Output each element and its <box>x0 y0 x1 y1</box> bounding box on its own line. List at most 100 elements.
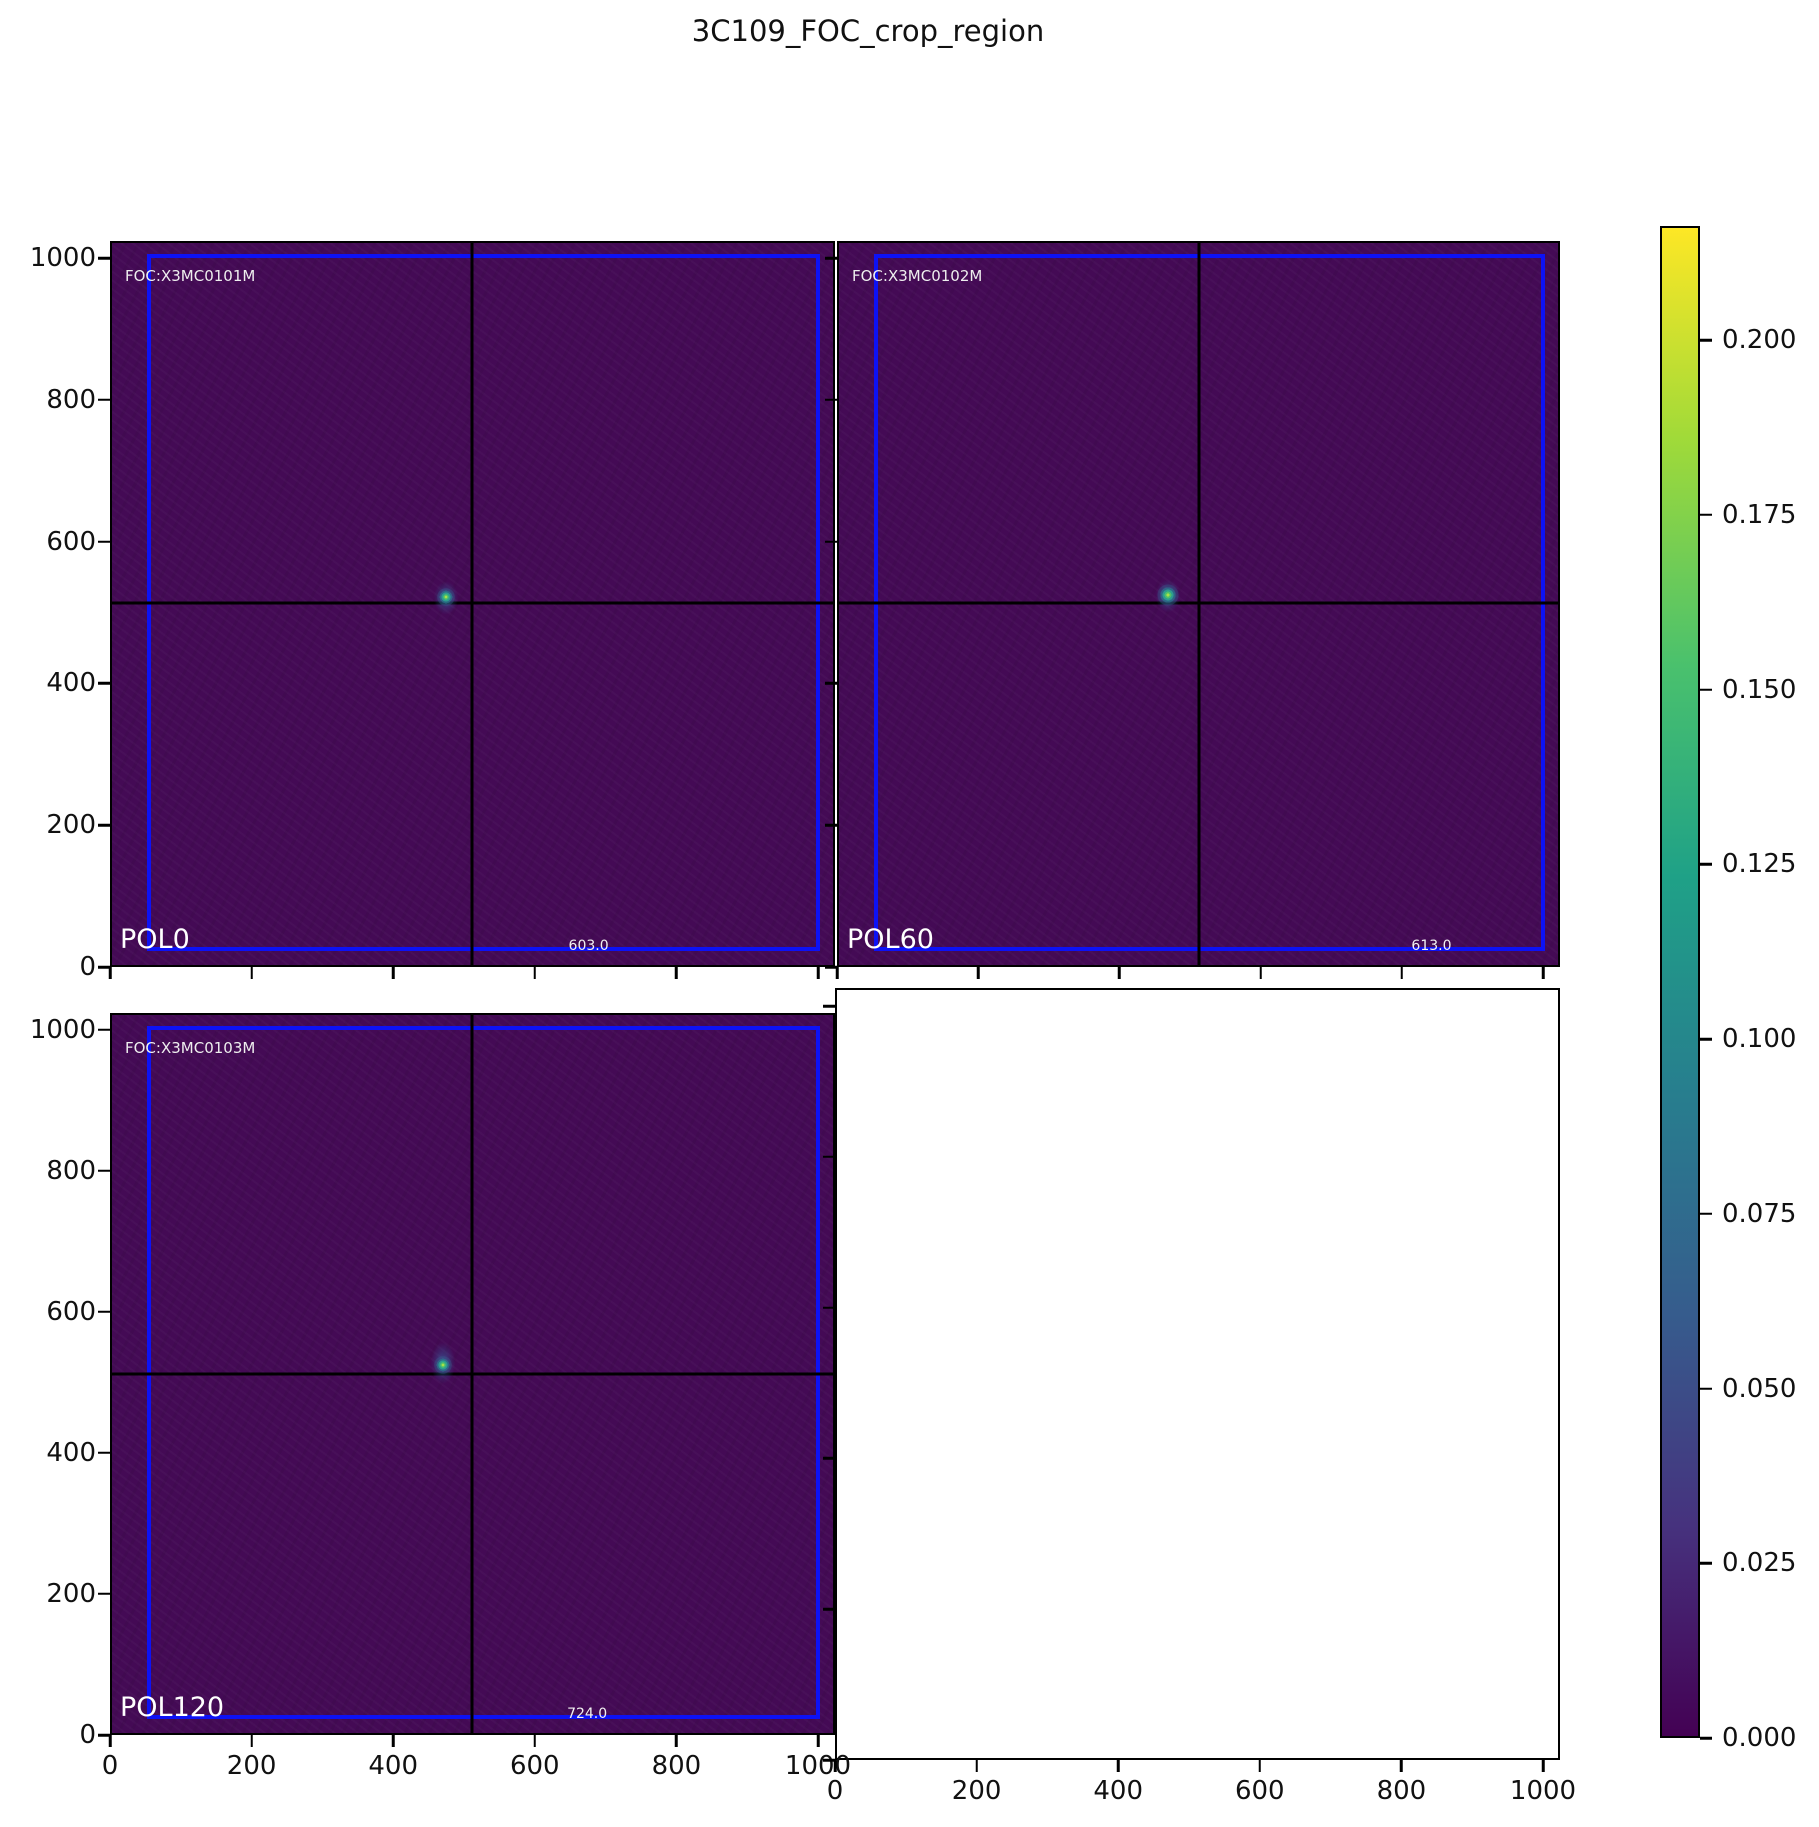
pol-angle-label: POL0 <box>120 924 190 955</box>
colorbar-tick <box>1700 1212 1712 1215</box>
x-tick <box>108 967 112 979</box>
x-tick <box>1116 1760 1120 1772</box>
colorbar-tick-label: 0.050 <box>1722 1373 1797 1404</box>
x-tick <box>1259 967 1262 979</box>
x-tick <box>391 1735 395 1747</box>
y-tick <box>825 256 837 260</box>
colorbar-tick <box>1700 688 1712 691</box>
x-tick-label: 600 <box>509 1751 560 1781</box>
x-tick <box>1258 1760 1262 1772</box>
x-tick <box>833 1760 837 1772</box>
x-tick <box>250 1735 253 1747</box>
x-tick <box>1541 967 1545 979</box>
y-tick-label: 600 <box>46 1296 96 1327</box>
point-source <box>435 586 456 607</box>
y-tick-label: 0 <box>79 952 96 982</box>
pol-angle-label: POL60 <box>847 924 934 955</box>
colorbar-tick-label: 0.075 <box>1722 1198 1797 1229</box>
colorbar-tick <box>1700 1387 1712 1390</box>
y-tick <box>98 256 110 260</box>
y-tick <box>98 1733 110 1737</box>
x-tick <box>816 1735 820 1747</box>
y-tick-label: 1000 <box>29 1014 96 1045</box>
y-tick <box>98 823 110 827</box>
x-tick <box>533 967 537 979</box>
colorbar-tick-label: 0.100 <box>1722 1024 1797 1054</box>
colorbar-tick <box>1700 1037 1712 1041</box>
colorbar-tick-label: 0.175 <box>1722 499 1797 530</box>
colorbar-tick-label: 0.025 <box>1722 1548 1797 1579</box>
colorbar-tick <box>1700 1736 1712 1740</box>
colorbar-tick-label: 0.200 <box>1722 325 1797 355</box>
x-tick <box>816 967 820 979</box>
y-tick <box>823 1306 835 1309</box>
x-tick <box>391 967 395 979</box>
colorbar-tick-label: 0.125 <box>1722 849 1797 880</box>
y-tick <box>825 965 837 969</box>
x-tick <box>1118 967 1121 979</box>
annotation-value-label: 613.0 <box>1411 938 1452 954</box>
y-tick <box>823 1607 835 1611</box>
y-tick-label: 600 <box>46 526 96 557</box>
x-tick-label: 200 <box>226 1751 277 1781</box>
x-tick <box>975 1760 978 1772</box>
y-tick <box>825 682 837 685</box>
y-tick-label: 1000 <box>29 243 96 274</box>
exposure-id-label: FOC:X3MC0102M <box>852 267 983 285</box>
x-tick <box>533 1735 537 1747</box>
colorbar <box>1660 226 1700 1738</box>
y-tick-label: 800 <box>46 1155 96 1186</box>
panel-pol0: FOC:X3MC0101M POL0 603.0 <box>110 241 835 967</box>
x-tick <box>675 1735 678 1747</box>
x-tick-label: 400 <box>368 1751 419 1781</box>
x-tick <box>835 967 839 979</box>
colorbar-tick <box>1700 1562 1712 1565</box>
y-tick <box>825 823 837 827</box>
x-tick <box>976 967 980 979</box>
x-tick-label: 1000 <box>1509 1776 1577 1806</box>
exposure-id-label: FOC:X3MC0101M <box>125 267 256 285</box>
crosshair-horizontal-line <box>112 1372 833 1376</box>
y-tick-label: 200 <box>46 1578 96 1609</box>
y-tick <box>825 398 837 402</box>
crosshair-horizontal-line <box>839 601 1558 605</box>
crop-region-rect <box>146 1025 821 1719</box>
point-source <box>432 1354 453 1375</box>
y-tick <box>98 1169 110 1173</box>
x-tick <box>250 967 253 979</box>
colorbar-tick <box>1700 338 1712 342</box>
y-tick-label: 400 <box>46 1437 96 1468</box>
panel-empty <box>835 988 1560 1760</box>
y-tick <box>823 1758 835 1762</box>
pol-angle-label: POL120 <box>120 1692 225 1723</box>
colorbar-tick-label: 0.000 <box>1722 1723 1797 1753</box>
y-tick <box>825 540 837 543</box>
y-tick <box>98 682 110 685</box>
y-tick <box>98 1592 110 1596</box>
x-tick <box>1400 1760 1403 1772</box>
y-tick-label: 400 <box>46 668 96 699</box>
y-tick <box>823 1457 835 1460</box>
x-tick-label: 600 <box>1234 1776 1285 1806</box>
y-tick-label: 800 <box>46 384 96 415</box>
x-tick-label: 0 <box>101 1751 119 1781</box>
exposure-id-label: FOC:X3MC0103M <box>125 1039 256 1057</box>
colorbar-tick-label: 0.150 <box>1722 674 1797 705</box>
x-tick <box>675 967 678 979</box>
y-tick-label: 200 <box>46 810 96 841</box>
x-tick-label: 800 <box>651 1751 702 1781</box>
colorbar-tick <box>1700 513 1712 516</box>
colorbar-tick <box>1700 863 1712 866</box>
panel-pol120: FOC:X3MC0103M POL120 724.0 <box>110 1013 835 1735</box>
crosshair-horizontal-line <box>112 601 833 605</box>
x-tick <box>108 1735 112 1747</box>
y-tick <box>98 398 110 402</box>
x-tick-label: 800 <box>1376 1776 1427 1806</box>
y-tick <box>98 1028 110 1032</box>
y-tick <box>98 965 110 969</box>
x-tick-label: 200 <box>951 1776 1002 1806</box>
y-tick <box>98 540 110 543</box>
y-tick-label: 0 <box>79 1720 96 1750</box>
x-tick <box>1541 1760 1545 1772</box>
